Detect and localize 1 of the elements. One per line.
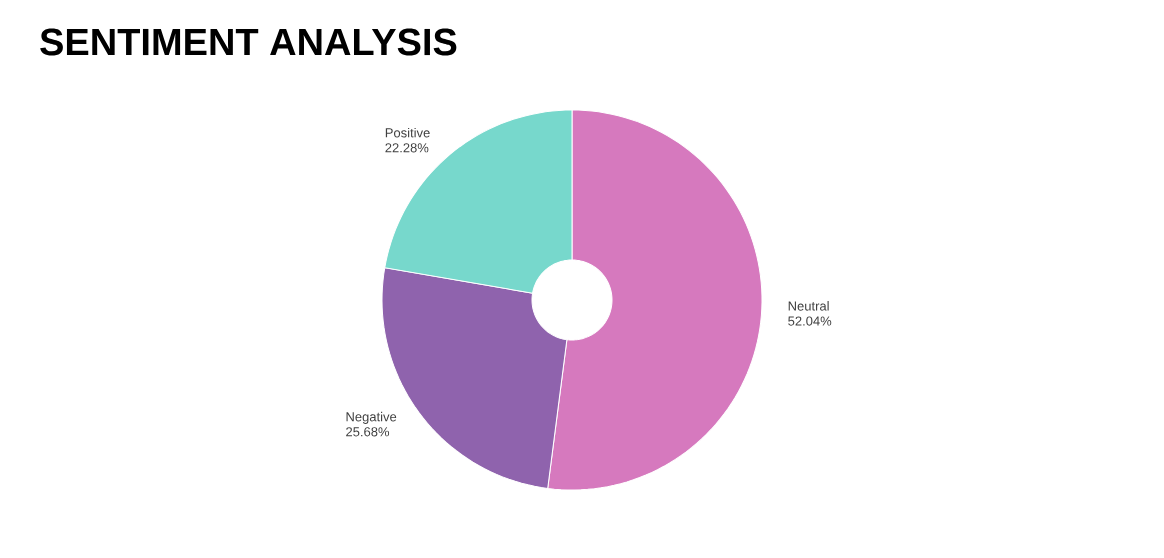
chart-title: SENTIMENT ANALYSIS xyxy=(40,28,457,56)
